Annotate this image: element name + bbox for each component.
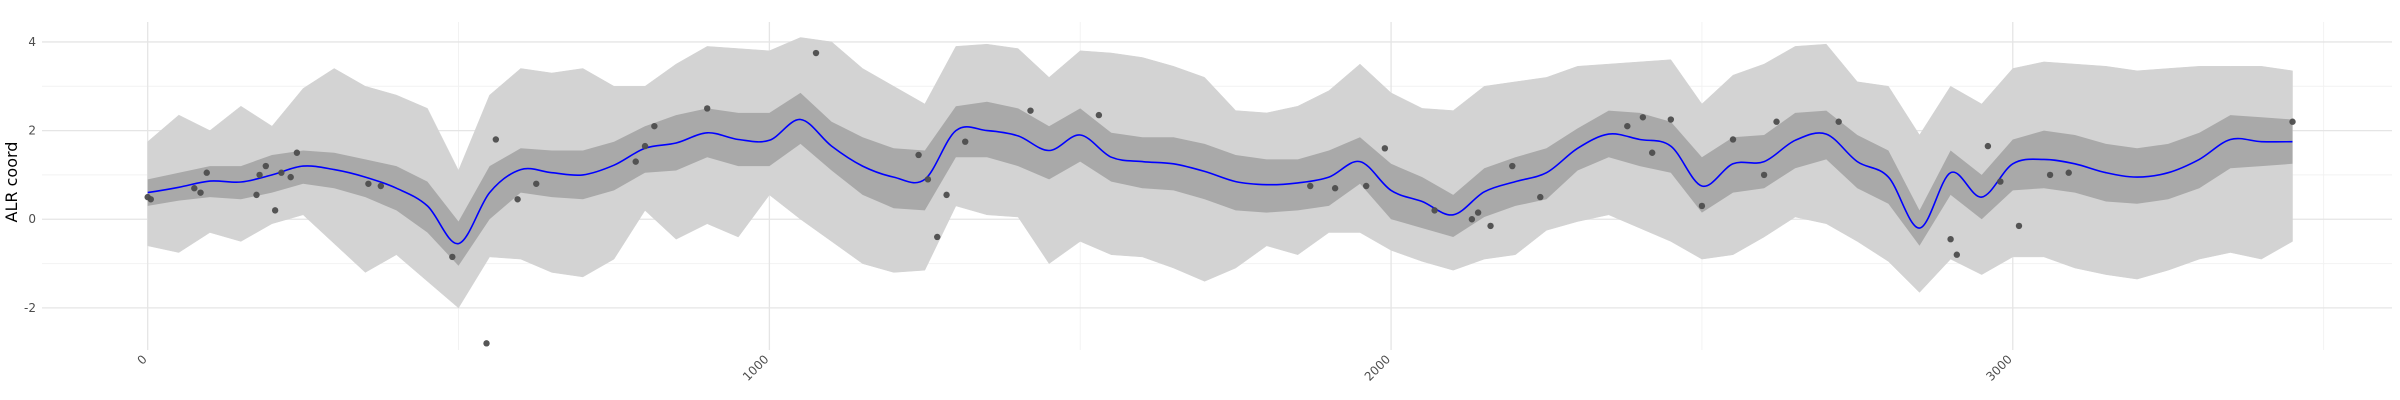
data-point — [271, 207, 279, 214]
data-point — [1667, 116, 1675, 123]
data-point — [962, 138, 969, 145]
data-point — [1095, 111, 1103, 119]
data-point — [253, 191, 260, 199]
data-point — [651, 122, 658, 130]
data-point — [1307, 182, 1314, 190]
inner-credible-band — [147, 92, 2293, 266]
data-point — [1363, 182, 1370, 190]
data-point — [1474, 209, 1482, 216]
data-point — [492, 136, 500, 143]
data-point — [704, 105, 711, 112]
data-point — [1537, 193, 1544, 201]
mean-line-layer — [147, 118, 2293, 245]
data-point — [287, 173, 294, 181]
data-point — [1381, 145, 1389, 152]
data-point — [2015, 222, 2023, 230]
data-point — [1487, 222, 1494, 230]
data-point — [197, 189, 204, 196]
y-tick-label: -2 — [24, 301, 36, 315]
x-tick-label: 2000 — [1362, 352, 1393, 383]
data-point — [943, 191, 950, 199]
credible-bands — [147, 37, 2293, 309]
data-point — [812, 49, 820, 57]
data-point — [1997, 178, 2004, 185]
data-point — [256, 171, 263, 179]
data-point — [483, 340, 490, 347]
mean-line — [147, 118, 2293, 245]
data-point — [1698, 202, 1706, 210]
data-point — [514, 196, 521, 203]
data-point — [365, 180, 372, 187]
y-tick-label: 4 — [28, 35, 36, 49]
data-point — [1431, 207, 1438, 214]
observed-points-layer — [144, 49, 2296, 347]
data-point — [147, 196, 154, 203]
data-point — [1648, 149, 1656, 156]
data-point — [449, 253, 456, 261]
data-point — [1760, 171, 1768, 179]
data-point — [934, 233, 941, 241]
data-point — [1947, 235, 1954, 243]
data-point — [1729, 136, 1737, 143]
data-point — [203, 169, 210, 176]
data-point — [2289, 118, 2296, 125]
data-point — [1624, 122, 1631, 130]
data-point — [293, 149, 301, 156]
data-point — [278, 169, 285, 176]
data-point — [1331, 185, 1339, 192]
data-point — [1773, 118, 1780, 125]
data-point — [2065, 169, 2072, 176]
y-axis-title: ALR coord — [2, 142, 21, 223]
data-point — [1835, 118, 1842, 125]
data-point — [1468, 216, 1476, 223]
y-tick-label: 2 — [28, 124, 36, 138]
x-tick-label: 3000 — [1983, 352, 2014, 383]
data-point — [191, 185, 198, 192]
x-tick-label: 1000 — [740, 352, 771, 383]
data-point — [533, 180, 540, 187]
data-point — [377, 182, 385, 190]
data-point — [924, 176, 932, 183]
data-point — [1984, 142, 1992, 150]
data-point — [915, 151, 922, 159]
y-tick-label: 0 — [28, 212, 36, 226]
data-point — [1027, 107, 1034, 114]
data-point — [1639, 114, 1647, 121]
data-point — [632, 158, 639, 165]
x-tick-label: 0 — [135, 352, 150, 367]
data-point — [641, 142, 649, 150]
data-point — [2046, 171, 2054, 179]
data-point — [1509, 162, 1516, 170]
data-point — [1953, 251, 1961, 258]
data-point — [262, 162, 270, 170]
